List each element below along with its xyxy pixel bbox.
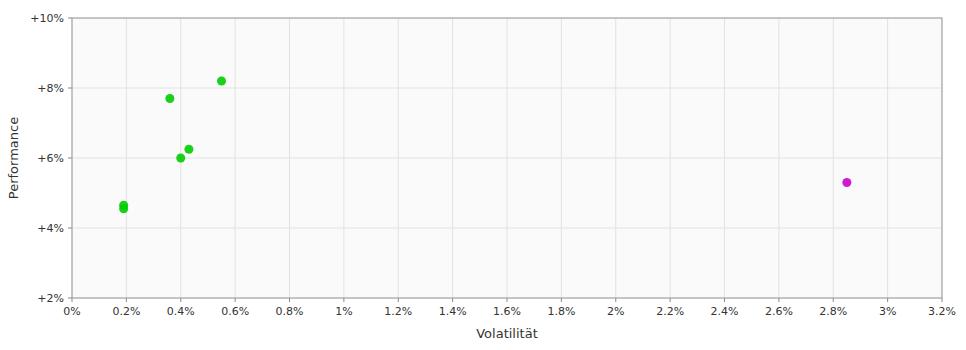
tick-y	[68, 228, 72, 229]
tick-label-y: +10%	[30, 12, 64, 25]
point	[184, 145, 193, 154]
tick-label-x: 2.4%	[711, 305, 739, 318]
tick-x	[724, 298, 725, 302]
x-axis-label: Volatilität	[476, 326, 538, 341]
tick-x	[778, 298, 779, 302]
tick-x	[180, 298, 181, 302]
tick-label-x: 1.2%	[384, 305, 412, 318]
tick-y	[68, 88, 72, 89]
tick-x	[887, 298, 888, 302]
tick-label-x: 0.6%	[221, 305, 249, 318]
tick-label-x: 0%	[63, 305, 80, 318]
point	[842, 178, 851, 187]
tick-x	[833, 298, 834, 302]
point	[165, 94, 174, 103]
tick-x	[561, 298, 562, 302]
tick-label-x: 1.8%	[547, 305, 575, 318]
grid-line-y	[72, 88, 942, 89]
tick-label-x: 0.2%	[112, 305, 140, 318]
axes: 0% 0.2% 0.4% 0.6% 0.8% 1% 1.2% 1.4% 1.6% 1.8% 2% 2.…	[30, 12, 956, 318]
tick-label-x: 1%	[335, 305, 352, 318]
tick-label-x: 2%	[607, 305, 624, 318]
grid	[72, 18, 942, 298]
grid-line-y	[72, 228, 942, 229]
tick-label-x: 2.6%	[765, 305, 793, 318]
tick-label-x: 0.8%	[276, 305, 304, 318]
tick-y	[68, 158, 72, 159]
tick-label-x: 3.2%	[928, 305, 956, 318]
point	[217, 77, 226, 86]
plot-background	[72, 18, 942, 298]
tick-x	[235, 298, 236, 302]
tick-x	[398, 298, 399, 302]
tick-label-y: +8%	[37, 82, 64, 95]
series	[842, 178, 851, 187]
tick-label-y: +6%	[37, 152, 64, 165]
tick-y	[68, 298, 72, 299]
tick-label-y: +4%	[37, 222, 64, 235]
tick-x	[670, 298, 671, 302]
chart: 0% 0.2% 0.4% 0.6% 0.8% 1% 1.2% 1.4% 1.6% 1.8% 2% 2.…	[0, 0, 966, 350]
tick-x	[452, 298, 453, 302]
tick-label-y: +2%	[37, 292, 64, 305]
tick-x	[126, 298, 127, 302]
grid-line-y	[72, 158, 942, 159]
tick-x	[942, 298, 943, 302]
point	[176, 154, 185, 163]
series	[119, 77, 226, 214]
tick-x	[615, 298, 616, 302]
tick-label-x: 2.8%	[819, 305, 847, 318]
tick-y	[68, 18, 72, 19]
page: {"chart_data": {"type": "scatter", "xlab…	[0, 0, 966, 350]
y-axis-label: Performance	[6, 117, 21, 199]
tick-label-x: 0.4%	[167, 305, 195, 318]
tick-label-x: 1.4%	[439, 305, 467, 318]
tick-label-x: 2.2%	[656, 305, 684, 318]
tick-x	[72, 298, 73, 302]
tick-label-x: 1.6%	[493, 305, 521, 318]
tick-x	[507, 298, 508, 302]
point	[119, 201, 128, 210]
plot-frame	[72, 18, 942, 298]
tick-x	[343, 298, 344, 302]
tick-label-x: 3%	[879, 305, 896, 318]
tick-x	[289, 298, 290, 302]
points	[119, 77, 851, 214]
